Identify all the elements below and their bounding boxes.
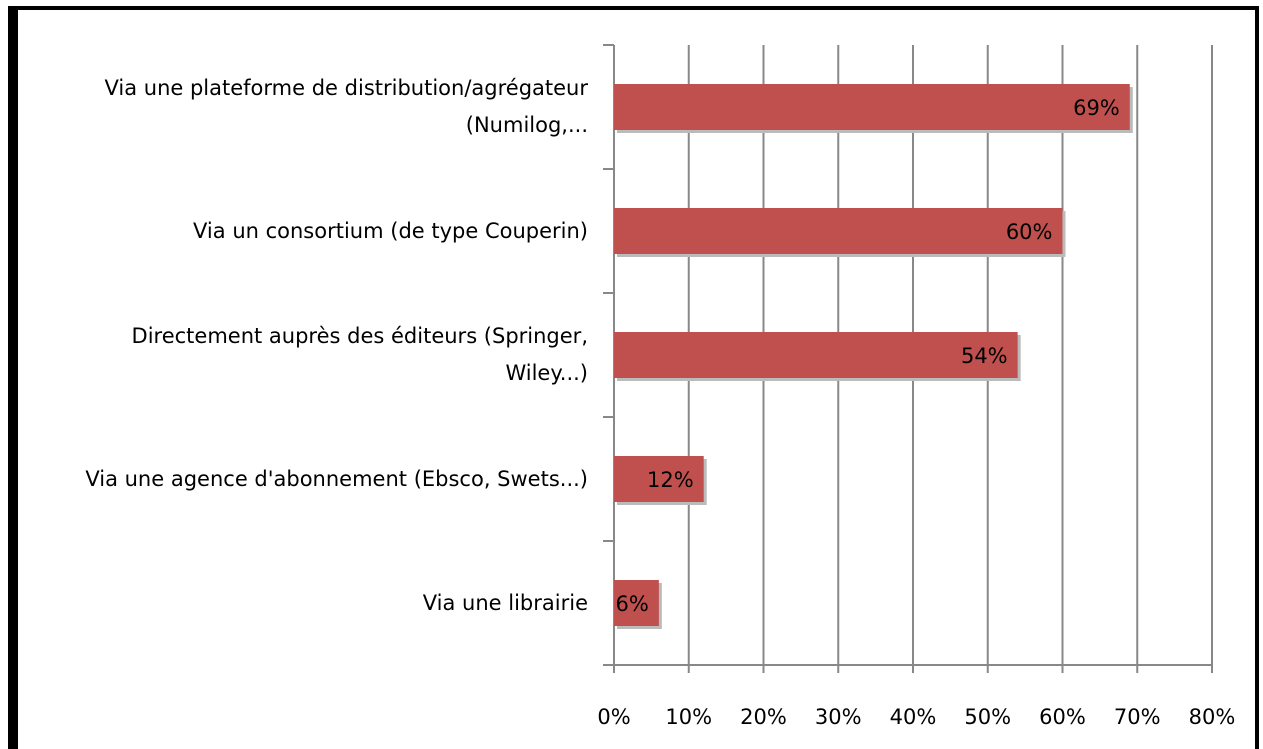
y-tick-label: Directement auprès des éditeurs (Springe… [131, 324, 588, 385]
data-label: 54% [961, 344, 1008, 368]
bar [614, 332, 1018, 378]
y-tick-label: Via un consortium (de type Couperin) [193, 218, 588, 243]
x-tick-label: 0% [597, 705, 630, 729]
x-tick-label: 70% [1114, 705, 1161, 729]
frame-top [8, 6, 1258, 10]
data-label: 12% [647, 468, 694, 492]
x-tick-label: 80% [1189, 705, 1236, 729]
x-tick-label: 10% [665, 705, 712, 729]
frame-left [8, 8, 18, 749]
data-label: 60% [1006, 220, 1053, 244]
bar [614, 580, 659, 626]
bar [614, 84, 1130, 130]
x-tick-label: 30% [815, 705, 862, 729]
x-tick-label: 50% [964, 705, 1011, 729]
y-tick-label: Via une agence d'abonnement (Ebsco, Swet… [85, 466, 588, 491]
bar [614, 456, 704, 502]
y-tick-label: Via une librairie [422, 590, 588, 615]
frame-right [1255, 6, 1259, 749]
x-tick-label: 20% [740, 705, 787, 729]
x-tick-label: 60% [1039, 705, 1086, 729]
x-tick-label: 40% [890, 705, 937, 729]
data-label: 69% [1073, 96, 1120, 120]
y-tick-label: Via une plateforme de distribution/agrég… [104, 76, 588, 137]
data-label: 6% [616, 592, 649, 616]
bar [614, 208, 1063, 254]
